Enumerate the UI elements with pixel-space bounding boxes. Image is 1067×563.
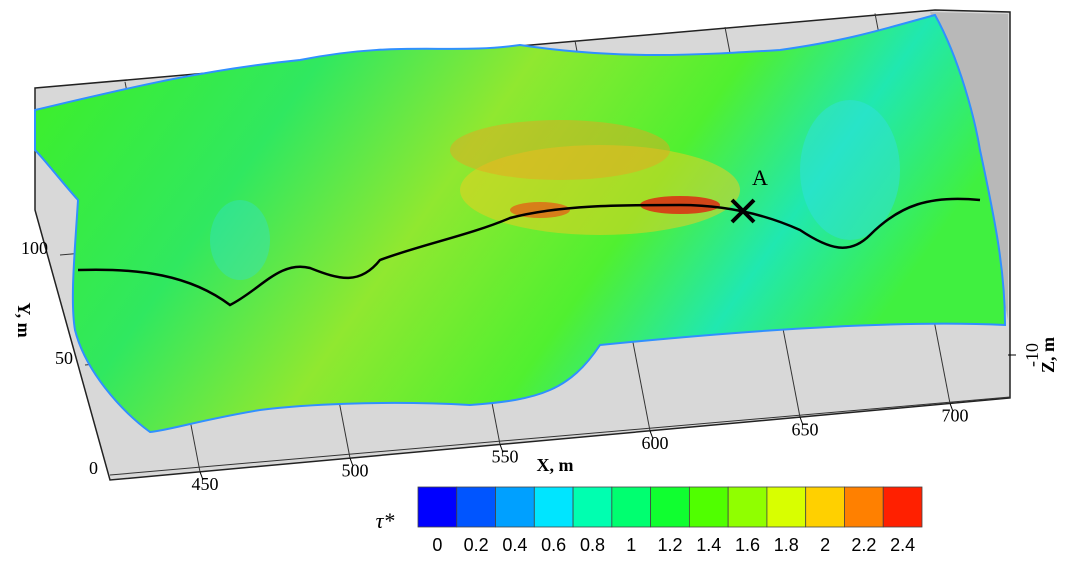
colorbar-tick-label: 2 (820, 535, 830, 555)
side-wall (930, 12, 1008, 320)
colorbar-tick-label: 0.2 (464, 535, 489, 555)
colorbar-cell (456, 486, 496, 528)
colorbar-tick-label: 1.4 (696, 535, 721, 555)
x-tick-label: 550 (492, 447, 519, 467)
x-tick (799, 416, 804, 426)
colorbar-cell (495, 486, 535, 528)
surface-patch (450, 120, 670, 180)
colorbar-tick-label: 2.2 (851, 535, 876, 555)
y-tick-label: 50 (55, 348, 73, 368)
colorbar-cell (844, 486, 884, 528)
colorbar-tick-label: 0.8 (580, 535, 605, 555)
colorbar-cell (805, 486, 845, 528)
colorbar-cell (727, 486, 768, 528)
surface-patch (800, 100, 900, 240)
z-axis-label: Z, m (1038, 337, 1058, 373)
colorbar-cell (417, 486, 458, 528)
colorbar-cell (572, 486, 613, 528)
grid-line (109, 396, 1011, 476)
x-tick-label: 650 (792, 419, 819, 439)
colorbar-tick-label: 0.4 (502, 535, 527, 555)
x-tick (949, 403, 954, 412)
x-tick (349, 457, 354, 467)
colorbar-cell (533, 486, 574, 528)
x-tick-label: 450 (192, 474, 219, 494)
x-axis-label: X, m (537, 455, 574, 475)
colorbar-tick-label: 1 (626, 535, 636, 555)
colorbar-tick-label: 2.4 (890, 535, 915, 555)
y-tick-label: 100 (21, 238, 48, 258)
x-tick (499, 444, 504, 453)
x-tick-label: 600 (642, 433, 669, 453)
colorbar-tick-label: 1.2 (657, 535, 682, 555)
point-marker (730, 198, 756, 224)
x-tick-label: 700 (942, 406, 969, 426)
colorbar-cell (611, 486, 652, 528)
colorbar-cell (882, 486, 923, 528)
colorbar-cell (766, 486, 807, 528)
y-axis-label: Y, m (14, 302, 34, 337)
colorbar-tick-label: 0 (432, 535, 442, 555)
surface-patch (210, 200, 270, 280)
x-tick (649, 430, 654, 439)
colorbar-tick-label: 1.6 (735, 535, 760, 555)
colorbar-cell (688, 486, 729, 528)
colorbar-label: τ* (376, 508, 395, 533)
colorbar-tick-label: 1.8 (774, 535, 799, 555)
x-tick-label: 500 (342, 460, 369, 480)
colorbar-cell (650, 486, 690, 528)
path-line (77, 197, 981, 307)
z-tick-label: -10 (1022, 343, 1042, 367)
y-tick-label: 0 (89, 458, 98, 478)
colorbar-tick-label: 0.6 (541, 535, 566, 555)
annotation: A (752, 165, 768, 190)
x-tick (199, 471, 204, 480)
